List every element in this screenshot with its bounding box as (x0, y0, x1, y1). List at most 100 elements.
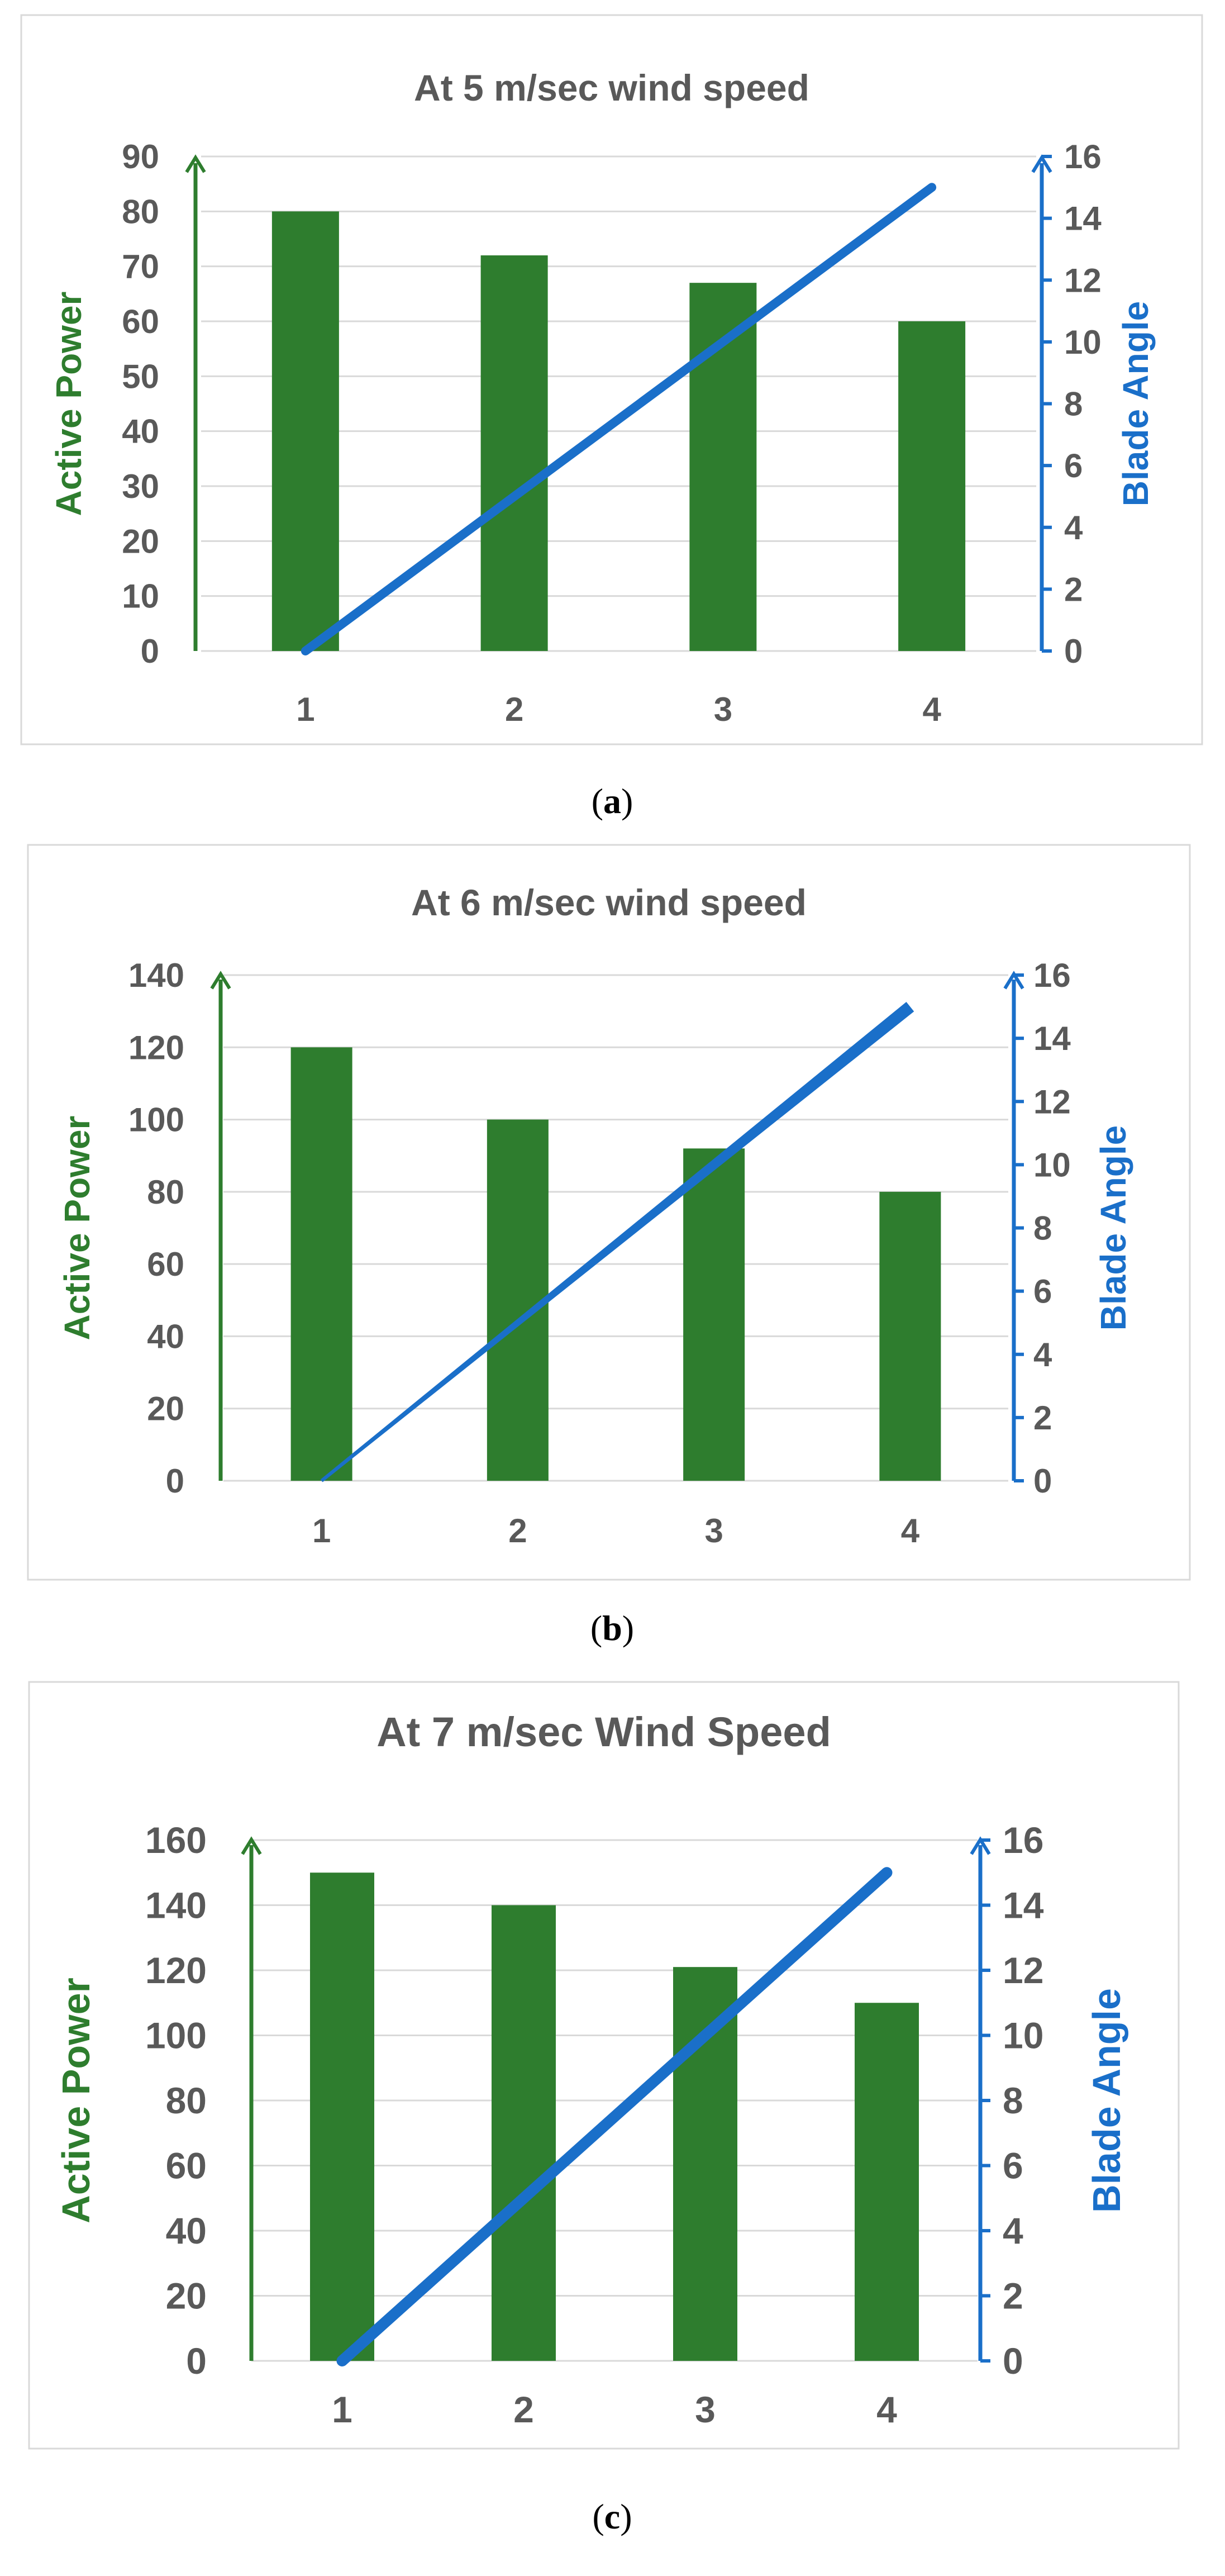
y-axis-arrowhead (185, 154, 206, 173)
y-tick-label: 120 (128, 1029, 184, 1066)
x-tick-label: 2 (513, 2389, 534, 2430)
y-tick-label: 0 (141, 633, 159, 670)
y2-tick-label: 6 (1064, 447, 1083, 484)
y-tick-label: 80 (147, 1173, 184, 1211)
y-axis-title: Active Power (54, 1978, 98, 2223)
y2-tick-label: 0 (1064, 633, 1083, 670)
y-tick-label: 90 (122, 138, 159, 175)
y2-tick-label: 8 (1033, 1210, 1052, 1247)
x-tick-label: 4 (876, 2389, 897, 2430)
y2-tick-label: 4 (1033, 1336, 1052, 1373)
y-tick-label: 50 (122, 358, 159, 395)
bar-1 (310, 1872, 374, 2361)
bar-4 (855, 2003, 919, 2361)
y2-tick-label: 4 (1003, 2210, 1023, 2251)
chart-title: At 7 m/sec Wind Speed (376, 1709, 831, 1755)
bar-2 (487, 1119, 549, 1481)
panel-caption: (a) (592, 781, 633, 821)
y-tick-label: 60 (166, 2145, 207, 2187)
x-tick-label: 3 (695, 2389, 716, 2430)
y2-tick-label: 14 (1003, 1885, 1044, 1926)
bar-1 (290, 1047, 352, 1481)
y-tick-label: 10 (122, 578, 159, 615)
chart-title: At 6 m/sec wind speed (411, 882, 807, 923)
y-tick-label: 0 (186, 2340, 207, 2382)
y2-tick-label: 8 (1064, 386, 1083, 423)
line-series-blade-angle (336, 1867, 893, 2366)
y2-tick-label: 8 (1003, 2080, 1023, 2121)
y-tick-label: 70 (122, 248, 159, 286)
bar-3 (683, 1148, 745, 1481)
x-tick-label: 1 (312, 1512, 331, 1550)
panel-caption: (b) (590, 1608, 634, 1648)
y-tick-label: 40 (147, 1318, 184, 1355)
y-tick-label: 100 (128, 1101, 184, 1139)
y-tick-label: 140 (145, 1885, 207, 1926)
line-series-blade-angle (320, 1001, 914, 1482)
y-tick-label: 40 (122, 413, 159, 450)
y-axis-title: Active Power (57, 1116, 97, 1341)
y-tick-label: 100 (145, 2015, 207, 2056)
y2-axis-arrowhead (1003, 971, 1024, 990)
y-tick-label: 0 (166, 1462, 184, 1500)
bar-3 (673, 1967, 737, 2361)
chart-frame (28, 1681, 1180, 2450)
y2-tick-label: 16 (1003, 1819, 1043, 1861)
x-tick-label: 2 (505, 691, 523, 728)
chart-frame (20, 14, 1203, 745)
y-tick-label: 60 (147, 1246, 184, 1283)
y2-tick-label: 12 (1064, 262, 1102, 299)
y-axis-title: Active Power (49, 292, 89, 516)
y2-axis-title: Blade Angle (1085, 1988, 1128, 2213)
y2-tick-label: 4 (1064, 509, 1083, 546)
y2-tick-label: 0 (1003, 2340, 1023, 2382)
panel-caption: (c) (592, 2497, 632, 2536)
x-tick-label: 2 (508, 1512, 527, 1550)
y2-tick-label: 10 (1003, 2015, 1043, 2056)
bar-4 (898, 321, 966, 651)
y2-tick-label: 0 (1033, 1462, 1052, 1500)
chart-title: At 5 m/sec wind speed (414, 67, 809, 108)
y2-tick-label: 2 (1064, 571, 1083, 608)
x-tick-label: 1 (332, 2389, 352, 2430)
y2-tick-label: 2 (1003, 2275, 1023, 2317)
y-tick-label: 20 (122, 522, 159, 560)
y2-tick-label: 16 (1033, 957, 1071, 994)
x-tick-label: 3 (704, 1512, 723, 1550)
y2-tick-label: 12 (1003, 1950, 1043, 1991)
y2-tick-label: 2 (1033, 1399, 1052, 1437)
bar-4 (879, 1191, 941, 1481)
y2-axis-title: Blade Angle (1116, 301, 1156, 506)
y-tick-label: 80 (166, 2080, 207, 2121)
y-tick-label: 20 (166, 2275, 207, 2317)
x-tick-label: 1 (296, 691, 314, 728)
x-tick-label: 3 (714, 691, 732, 728)
y2-tick-label: 16 (1064, 138, 1102, 175)
bar-2 (480, 255, 548, 651)
y-tick-label: 20 (147, 1390, 184, 1428)
x-tick-label: 4 (922, 691, 941, 728)
y-tick-label: 140 (128, 957, 184, 994)
y-tick-label: 80 (122, 193, 159, 230)
y2-tick-label: 14 (1064, 200, 1102, 237)
y2-axis-arrowhead (970, 1836, 991, 1855)
y-tick-label: 60 (122, 303, 159, 340)
y2-tick-label: 10 (1064, 324, 1102, 361)
y2-tick-label: 14 (1033, 1020, 1071, 1057)
line-series-blade-angle (301, 183, 937, 655)
y-tick-label: 30 (122, 468, 159, 505)
y-axis-arrowhead (210, 971, 231, 990)
y2-tick-label: 10 (1033, 1146, 1071, 1184)
x-tick-label: 4 (901, 1512, 920, 1550)
bar-2 (492, 1905, 556, 2361)
y2-tick-label: 6 (1033, 1273, 1052, 1310)
y2-tick-label: 6 (1003, 2145, 1023, 2187)
y2-axis-arrowhead (1031, 154, 1052, 173)
y-tick-label: 40 (166, 2210, 207, 2251)
y-tick-label: 160 (145, 1819, 207, 1861)
bar-1 (271, 211, 339, 651)
